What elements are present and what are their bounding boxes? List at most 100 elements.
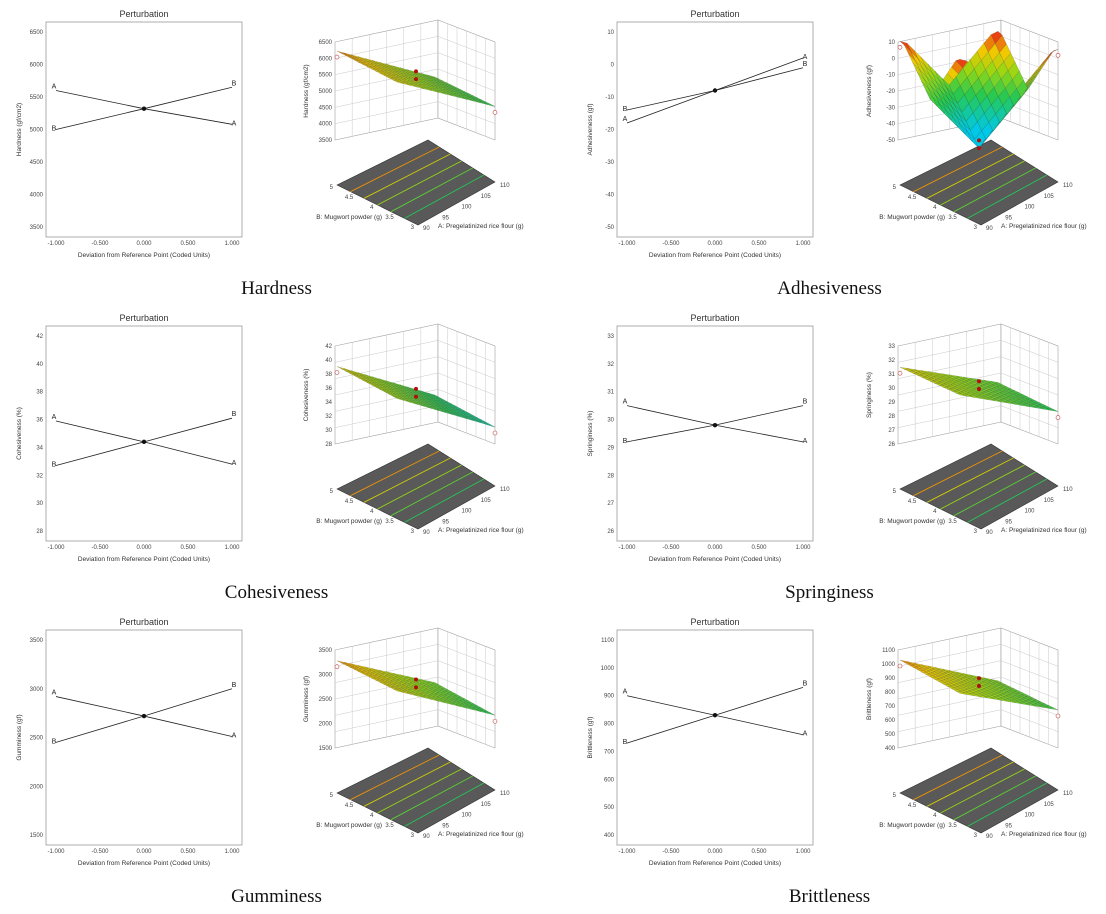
adhesiveness-b-tick: 3 <box>974 225 978 231</box>
brittleness-xtick: 0.500 <box>751 849 767 855</box>
adhesiveness-b-tick: 5 <box>893 185 897 191</box>
springiness-a-axis-label: A: Pregelatinized rice flour (g) <box>1001 527 1087 534</box>
brittleness-label-B-right: B <box>803 680 808 687</box>
gumminess-a-tick: 90 <box>423 834 430 840</box>
brittleness-ztick: 1000 <box>882 662 896 668</box>
cohesiveness-contour-floor <box>336 443 496 530</box>
cohesiveness-label-B-left: B <box>52 462 57 469</box>
hardness-design-point-below <box>334 54 340 60</box>
brittleness-ytick: 400 <box>604 833 615 839</box>
hardness-a-tick: 105 <box>481 194 492 200</box>
springiness-surface-zlabel: Springiness (%) <box>866 372 873 418</box>
hardness-xtick: -1.000 <box>47 241 65 247</box>
brittleness-ztick: 700 <box>885 704 896 710</box>
cohesiveness-a-tick: 105 <box>481 498 492 504</box>
cohesiveness-label-A-left: A <box>52 414 57 421</box>
springiness-caption: Springiness <box>785 582 874 603</box>
gumminess-b-tick: 4.5 <box>345 803 354 809</box>
brittleness-ztick: 500 <box>885 732 896 738</box>
hardness-perturbation-ylabel: Hardness (gf/cm2) <box>16 103 23 156</box>
brittleness-surface-zlabel: Brittleness (gf) <box>866 678 873 720</box>
adhesiveness-ytick: -10 <box>605 95 614 101</box>
brittleness-label-A-right: A <box>803 731 808 738</box>
brittleness-ytick: 1100 <box>601 638 615 644</box>
brittleness-design-point <box>977 684 981 689</box>
springiness-ytick: 30 <box>607 418 614 424</box>
adhesiveness-ztick: -20 <box>886 89 895 95</box>
springiness-reference-point <box>712 422 718 428</box>
springiness-ztick: 33 <box>888 344 895 350</box>
adhesiveness-label-A-left: A <box>623 116 628 123</box>
adhesiveness-xtick: 0.500 <box>751 241 767 247</box>
adhesiveness-design-point-below <box>897 44 903 50</box>
adhesiveness-ytick: 10 <box>607 30 614 36</box>
hardness-ytick: 6500 <box>30 30 44 36</box>
adhesiveness-design-point <box>977 146 981 151</box>
adhesiveness-ztick: 0 <box>892 56 896 62</box>
gumminess-label-A-right: A <box>232 733 237 740</box>
cohesiveness-ytick: 32 <box>36 473 43 479</box>
hardness-surface-zlabel: Hardness (gf/cm2) <box>303 64 310 117</box>
hardness-contour-line <box>350 146 440 193</box>
cohesiveness-ytick: 34 <box>36 445 43 451</box>
cohesiveness-ytick: 28 <box>36 529 43 535</box>
gumminess-contour-line <box>377 768 462 814</box>
cohesiveness-b-tick: 3 <box>411 529 415 535</box>
springiness-label-B-left: B <box>623 438 628 445</box>
gumminess-label-B-left: B <box>52 738 57 745</box>
springiness-design-point-below <box>897 370 903 376</box>
gumminess-a-tick: 110 <box>500 791 510 797</box>
hardness-b-tick: 3 <box>411 225 415 231</box>
brittleness-panel: Perturbation 400 500 600 700 800 900 1000 1100 -1… <box>553 608 1106 912</box>
cohesiveness-contour-line <box>390 471 473 517</box>
cohesiveness-a-tick: 110 <box>500 487 510 493</box>
adhesiveness-label-B-right: B <box>803 61 808 68</box>
hardness-contour-line <box>363 153 451 199</box>
adhesiveness-b-tick: 4.5 <box>908 195 917 201</box>
gumminess-b-axis-label: B: Mugwort powder (g) <box>316 822 382 829</box>
adhesiveness-surface-cell <box>1046 49 1059 60</box>
cohesiveness-b-tick: 5 <box>330 489 334 495</box>
hardness-ztick: 3500 <box>319 138 333 144</box>
adhesiveness-xtick: 0.000 <box>707 241 723 247</box>
hardness-panel: Perturbation 3500 4000 4500 5000 5500 6000 6500… <box>0 0 553 304</box>
springiness-panel: Perturbation 26 27 28 29 30 31 32 33 -1.000 -0.500… <box>553 304 1106 608</box>
gumminess-design-point-below <box>334 664 340 670</box>
brittleness-xtick: 1.000 <box>795 849 811 855</box>
gumminess-perturbation-title: Perturbation <box>119 617 168 627</box>
cohesiveness-contour-line <box>363 457 451 503</box>
springiness-surface <box>899 367 1059 412</box>
adhesiveness-contour-line <box>940 160 1025 206</box>
hardness-surface-cell <box>483 102 496 107</box>
brittleness-ztick: 600 <box>885 718 896 724</box>
gumminess-ztick: 3000 <box>319 673 333 679</box>
springiness-ztick: 27 <box>888 428 895 434</box>
cohesiveness-design-point-below <box>492 430 498 436</box>
springiness-a-tick: 100 <box>1025 509 1036 515</box>
adhesiveness-ytick: -20 <box>605 128 614 134</box>
hardness-xtick: -0.500 <box>91 241 109 247</box>
cohesiveness-xtick: 0.000 <box>136 545 152 551</box>
adhesiveness-perturbation-title: Perturbation <box>690 9 739 19</box>
brittleness-ytick: 1000 <box>601 666 615 672</box>
brittleness-svg: Perturbation 400 500 600 700 800 900 1000 1100 -1… <box>587 617 1087 867</box>
gumminess-caption: Gumminess <box>231 886 322 907</box>
gumminess-surface <box>336 660 496 716</box>
cohesiveness-b-tick: 4.5 <box>345 499 354 505</box>
springiness-design-point <box>977 387 981 392</box>
springiness-a-tick: 90 <box>986 530 993 536</box>
hardness-ytick: 5000 <box>30 128 44 134</box>
cohesiveness-design-point-below <box>334 370 340 375</box>
adhesiveness-svg: Perturbation -50 -40 -30 -20 -10 0 10 -1.000 -0.5… <box>587 9 1087 259</box>
gumminess-perturbation-xlabel: Deviation from Reference Point (Coded Un… <box>78 860 210 867</box>
springiness-b-tick: 3.5 <box>948 519 957 525</box>
cohesiveness-ztick: 40 <box>325 358 332 364</box>
hardness-design-point <box>414 69 418 74</box>
cohesiveness-a-tick: 95 <box>442 519 449 525</box>
springiness-ztick: 28 <box>888 414 895 420</box>
hardness-contour-line <box>377 160 462 206</box>
brittleness-contour-line <box>940 768 1025 814</box>
adhesiveness-reference-point <box>712 88 718 93</box>
gumminess-ytick: 3500 <box>30 638 44 644</box>
